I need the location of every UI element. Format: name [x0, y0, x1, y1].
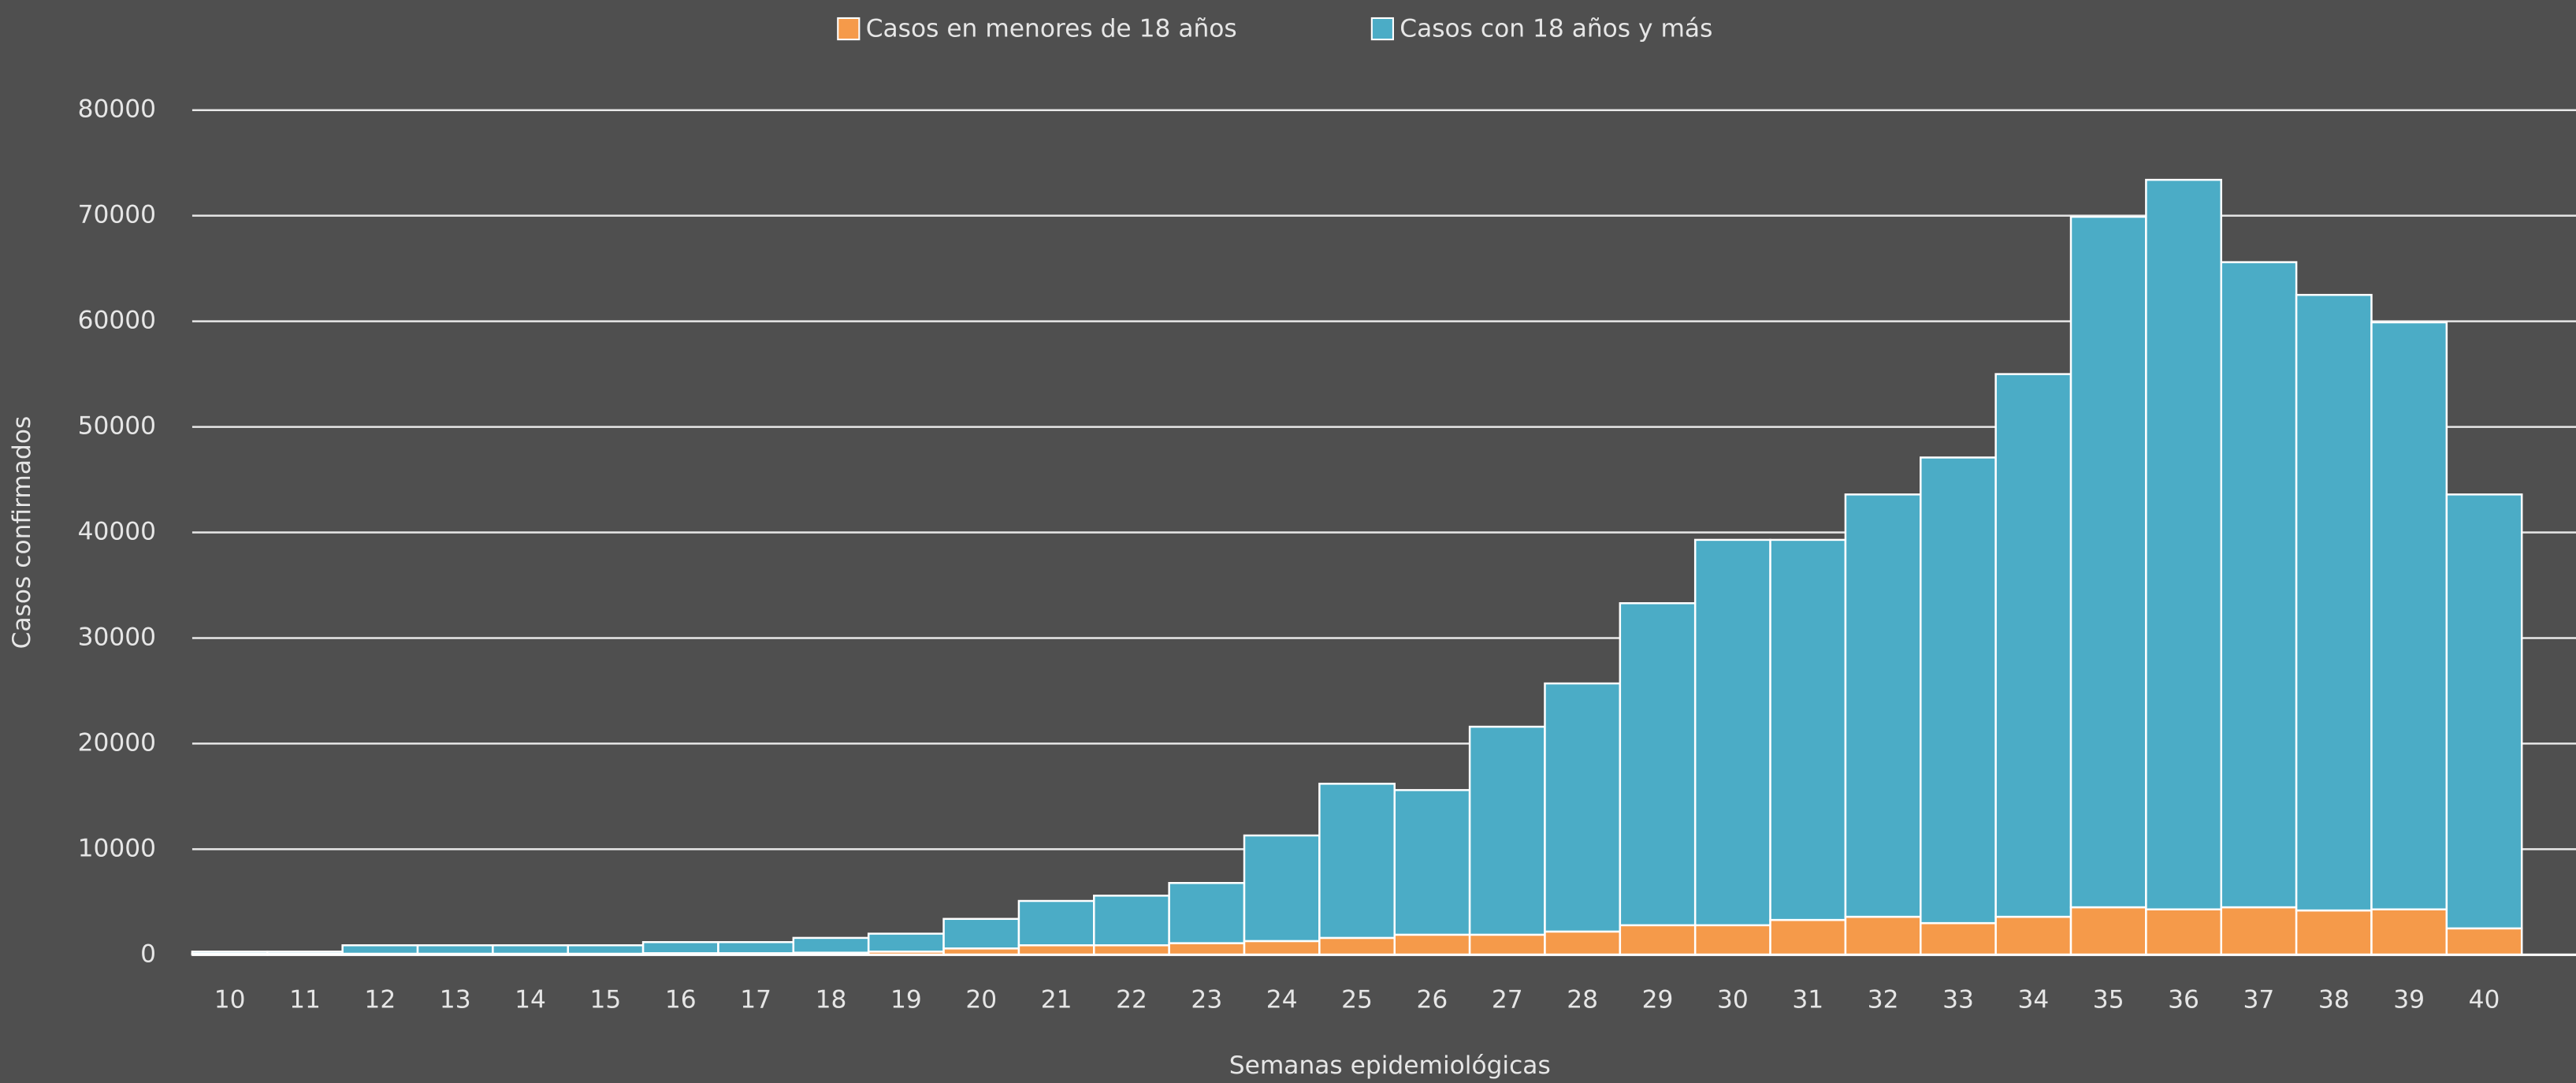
bar-segment — [1318, 936, 1396, 956]
y-tick-label: 0 — [140, 940, 156, 968]
bar-segment — [717, 941, 795, 955]
bar-segment — [2069, 215, 2147, 909]
legend-swatch — [1370, 17, 1394, 41]
bar-segment — [792, 936, 870, 954]
y-tick-label: 70000 — [78, 201, 156, 229]
y-tick-label: 50000 — [78, 412, 156, 441]
bar-segment — [341, 944, 419, 955]
x-tick-label: 27 — [1492, 986, 1523, 1014]
bar-segment — [1093, 895, 1170, 947]
x-tick-label: 29 — [1642, 986, 1674, 1014]
bar-segment — [1168, 881, 1246, 944]
bar-segment — [1920, 456, 1997, 925]
x-tick-label: 21 — [1041, 986, 1072, 1014]
bar-segment — [2069, 906, 2147, 956]
bar-segment — [1619, 924, 1697, 956]
x-tick-label: 37 — [2243, 986, 2275, 1014]
x-tick-label: 30 — [1717, 986, 1749, 1014]
bar-segment — [1693, 538, 1771, 927]
x-tick-label: 18 — [816, 986, 847, 1014]
x-tick-label: 10 — [214, 986, 246, 1014]
bar-segment — [1093, 944, 1170, 956]
y-axis-label: Casos confirmados — [8, 416, 36, 649]
bar-segment — [1769, 538, 1847, 921]
bar-segment — [1168, 942, 1246, 956]
legend-swatch — [837, 17, 861, 41]
x-tick-label: 36 — [2168, 986, 2199, 1014]
bar-segment — [867, 932, 945, 953]
bar-segment — [2295, 293, 2373, 912]
bar-segment — [942, 917, 1020, 950]
x-tick-label: 24 — [1266, 986, 1298, 1014]
x-tick-label: 14 — [515, 986, 546, 1014]
bar-segment — [1994, 915, 2072, 956]
y-tick-label: 20000 — [78, 728, 156, 757]
y-tick-label: 40000 — [78, 518, 156, 546]
bar-segment — [1693, 924, 1771, 956]
bar-segment — [1920, 921, 1997, 956]
bar-segment — [1243, 940, 1321, 956]
x-tick-label: 13 — [440, 986, 471, 1014]
bar-segment — [1619, 602, 1697, 927]
x-tick-label: 23 — [1191, 986, 1222, 1014]
y-tick-label: 60000 — [78, 307, 156, 335]
x-tick-label: 17 — [740, 986, 771, 1014]
x-axis-label: Semanas epidemiológicas — [1229, 1051, 1551, 1080]
bar-segment — [1544, 682, 1622, 933]
x-tick-label: 39 — [2393, 986, 2425, 1014]
x-tick-label: 20 — [965, 986, 997, 1014]
bar-segment — [191, 951, 269, 955]
legend-label: Casos en menores de 18 años — [866, 15, 1237, 43]
bar-segment — [266, 951, 344, 955]
bar-segment — [492, 944, 569, 955]
bar-segment — [2445, 493, 2523, 930]
bar-segment — [567, 944, 645, 955]
bar-segment — [1468, 933, 1546, 956]
x-tick-label: 16 — [665, 986, 697, 1014]
bar-segment — [1017, 944, 1095, 956]
x-tick-label: 11 — [289, 986, 321, 1014]
bar-segment — [1243, 834, 1321, 943]
x-tick-label: 38 — [2318, 986, 2350, 1014]
x-tick-label: 34 — [2017, 986, 2049, 1014]
bar-segment — [1544, 930, 1622, 956]
bar-segment — [416, 944, 494, 955]
x-tick-label: 32 — [1868, 986, 1899, 1014]
y-tick-label: 30000 — [78, 623, 156, 651]
x-tick-label: 26 — [1417, 986, 1448, 1014]
bar-segment — [1844, 915, 1922, 956]
bar-segment — [2145, 178, 2222, 910]
x-tick-label: 25 — [1341, 986, 1373, 1014]
x-tick-label: 31 — [1792, 986, 1823, 1014]
bar-segment — [2370, 908, 2448, 956]
bar-segment — [2145, 908, 2222, 956]
x-tick-label: 12 — [364, 986, 396, 1014]
x-tick-label: 22 — [1116, 986, 1147, 1014]
x-tick-label: 15 — [590, 986, 622, 1014]
bar-segment — [2220, 906, 2298, 956]
bar-segment — [1844, 493, 1922, 918]
bar-segment — [1994, 373, 2072, 918]
bar-segment — [1769, 918, 1847, 956]
bar-segment — [641, 941, 719, 955]
bar-segment — [2220, 261, 2298, 909]
y-tick-label: 80000 — [78, 95, 156, 124]
bar-segment — [2370, 321, 2448, 910]
legend-label: Casos con 18 años y más — [1400, 15, 1712, 43]
x-tick-label: 40 — [2469, 986, 2500, 1014]
bar-segment — [1393, 933, 1471, 956]
bar-segment — [1318, 783, 1396, 940]
x-tick-label: 19 — [890, 986, 922, 1014]
x-tick-label: 33 — [1942, 986, 1974, 1014]
bar-segment — [1468, 725, 1546, 936]
x-tick-label: 35 — [2093, 986, 2124, 1014]
bar-segment — [2445, 927, 2523, 956]
bar-segment — [2295, 909, 2373, 956]
x-tick-label: 28 — [1567, 986, 1598, 1014]
bar-segment — [1393, 789, 1471, 936]
bar-segment — [1017, 899, 1095, 947]
y-tick-label: 10000 — [78, 834, 156, 862]
